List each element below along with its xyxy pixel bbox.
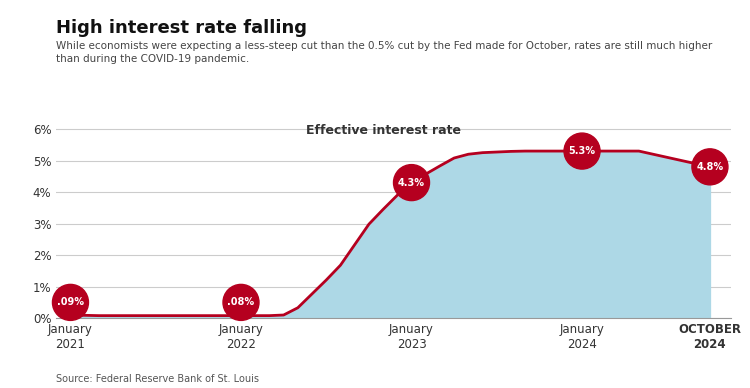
Text: Effective interest rate: Effective interest rate [305,124,460,137]
Text: High interest rate falling: High interest rate falling [56,19,308,36]
Text: While economists were expecting a less-steep cut than the 0.5% cut by the Fed ma: While economists were expecting a less-s… [56,41,712,64]
Text: 5.3%: 5.3% [568,146,596,156]
Ellipse shape [564,133,600,169]
Text: 4.3%: 4.3% [398,178,425,188]
Ellipse shape [394,165,430,201]
Text: 4.8%: 4.8% [696,162,724,172]
Ellipse shape [692,149,728,185]
Text: Source: Federal Reserve Bank of St. Louis: Source: Federal Reserve Bank of St. Loui… [56,374,260,384]
Text: .09%: .09% [57,297,84,307]
Ellipse shape [53,284,88,320]
Text: .08%: .08% [227,297,254,307]
Ellipse shape [223,284,259,320]
